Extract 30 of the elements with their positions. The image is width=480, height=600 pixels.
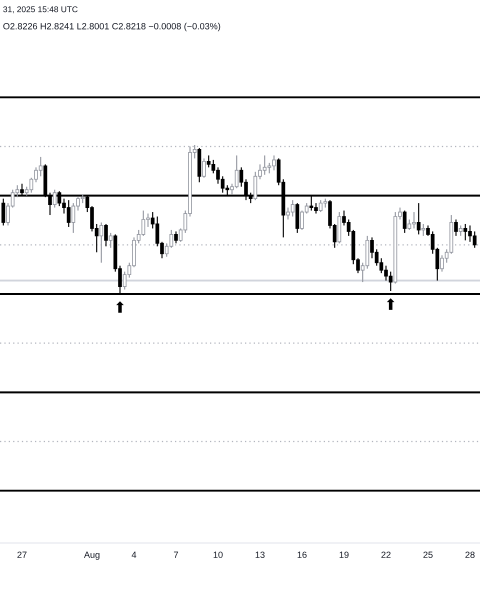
annotation: ⬆ [116, 301, 124, 313]
candlestick [416, 202, 421, 235]
candlestick [174, 230, 178, 244]
candlestick [99, 222, 104, 264]
x-tick-label: Aug [84, 552, 100, 560]
x-tick-label: 28 [465, 552, 475, 558]
candlestick [1, 198, 6, 226]
chart-title: 31, 2025 15:48 UTC [3, 6, 78, 14]
candlestick [52, 189, 57, 208]
x-tick-label: 25 [423, 552, 433, 558]
x-tick-label: 16 [298, 552, 307, 558]
candlestick [104, 223, 108, 247]
annotation: ⬆ [386, 298, 394, 310]
chart-subtitle: O2.8226 H2.8241 L2.8001 C2.8218 −0.0008 (−0.03%) [3, 22, 220, 32]
candlestick [295, 202, 300, 234]
candlestick [318, 200, 323, 213]
x-tick-label: 22 [381, 552, 391, 558]
x-tick-label: 4 [132, 552, 136, 558]
x-tick-label: 27 [17, 552, 27, 558]
x-tick-label: 7 [174, 552, 178, 558]
candlestick [206, 154, 211, 168]
x-tick-label: 19 [340, 552, 349, 558]
x-tick-label: 10 [214, 552, 223, 558]
candlestick [202, 158, 206, 178]
x-tick-label: 13 [256, 552, 265, 558]
candlestick [421, 223, 426, 236]
candlestick [108, 232, 113, 248]
candlestick [454, 218, 458, 236]
candlestick [402, 210, 407, 234]
candlestick [458, 224, 463, 236]
